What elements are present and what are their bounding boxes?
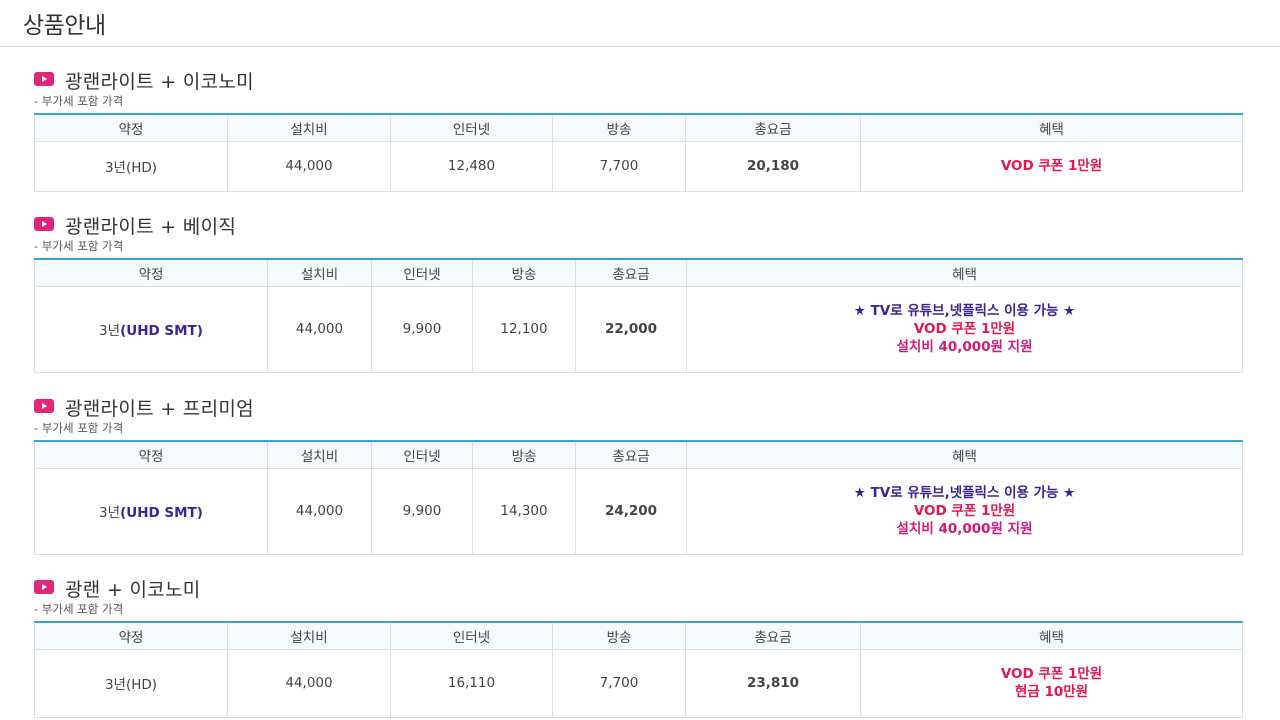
table-row: 3년(UHD SMT) 44,000 9,900 14,300 24,200 ★… bbox=[34, 467, 1243, 555]
header-total: 총요금 bbox=[685, 621, 861, 650]
section-title: 광랜 + 이코노미 bbox=[65, 579, 201, 601]
header-internet: 인터넷 bbox=[390, 113, 553, 142]
header-benefit: 혜택 bbox=[860, 113, 1243, 142]
contract-term: 3년 bbox=[99, 505, 121, 521]
cell-contract: 3년(UHD SMT) bbox=[34, 467, 268, 555]
section-heading: 광랜라이트 + 이코노미 bbox=[34, 68, 1242, 93]
cell-broadcast: 7,700 bbox=[552, 648, 686, 718]
cell-benefit: VOD 쿠폰 1만원 bbox=[860, 140, 1243, 192]
contract-plan: (UHD SMT) bbox=[120, 505, 203, 521]
header-contract: 약정 bbox=[34, 113, 228, 142]
section-title: 광랜라이트 + 이코노미 bbox=[65, 71, 254, 93]
section-title: 광랜라이트 + 베이직 bbox=[65, 216, 237, 238]
cell-contract: 3년(UHD SMT) bbox=[34, 285, 268, 373]
table-header-row: 약정 설치비 인터넷 방송 총요금 혜택 bbox=[34, 113, 1243, 142]
contract-plan: (UHD SMT) bbox=[120, 323, 203, 339]
header-broadcast: 방송 bbox=[472, 258, 576, 287]
table-row: 3년(HD) 44,000 12,480 7,700 20,180 VOD 쿠폰… bbox=[34, 140, 1243, 192]
play-icon bbox=[34, 580, 54, 594]
price-table: 약정 설치비 인터넷 방송 총요금 혜택 3년(UHD SMT) 44,000 … bbox=[34, 440, 1243, 555]
product-section-2: 광랜라이트 + 베이직 - 부가세 포함 가격 약정 설치비 인터넷 방송 총요… bbox=[34, 213, 1243, 373]
cell-internet: 9,900 bbox=[371, 285, 473, 373]
header-benefit: 혜택 bbox=[686, 440, 1243, 469]
header-install: 설치비 bbox=[267, 258, 372, 287]
header-broadcast: 방송 bbox=[472, 440, 576, 469]
section-heading: 광랜라이트 + 베이직 bbox=[34, 213, 1242, 238]
cell-install: 44,000 bbox=[267, 285, 372, 373]
cell-internet: 12,480 bbox=[390, 140, 553, 192]
table-row: 3년(HD) 44,000 16,110 7,700 23,810 VOD 쿠폰… bbox=[34, 648, 1243, 718]
contract-term: 3년 bbox=[104, 677, 126, 693]
cell-benefit: VOD 쿠폰 1만원 현금 10만원 bbox=[860, 648, 1243, 718]
page-title: 상품안내 bbox=[23, 13, 106, 39]
cell-total: 22,000 bbox=[575, 285, 687, 373]
benefit-line: 설치비 40,000원 지원 bbox=[896, 521, 1033, 537]
benefit-line: ★ TV로 유튜브,넷플릭스 이용 가능 ★ bbox=[853, 485, 1076, 501]
contract-term: 3년 bbox=[99, 323, 121, 339]
benefit-line: VOD 쿠폰 1만원 bbox=[1000, 158, 1103, 174]
cell-internet: 16,110 bbox=[390, 648, 553, 718]
benefit-line: VOD 쿠폰 1만원 bbox=[913, 503, 1016, 519]
product-section-3: 광랜라이트 + 프리미엄 - 부가세 포함 가격 약정 설치비 인터넷 방송 총… bbox=[34, 395, 1243, 555]
contract-plan: (HD) bbox=[125, 160, 158, 176]
header-total: 총요금 bbox=[685, 113, 861, 142]
price-table: 약정 설치비 인터넷 방송 총요금 혜택 3년(HD) 44,000 16,11… bbox=[34, 621, 1243, 718]
header-total: 총요금 bbox=[575, 258, 687, 287]
cell-total: 23,810 bbox=[685, 648, 861, 718]
header-contract: 약정 bbox=[34, 621, 228, 650]
benefit-line: 현금 10만원 bbox=[1014, 684, 1089, 700]
table-row: 3년(UHD SMT) 44,000 9,900 12,100 22,000 ★… bbox=[34, 285, 1243, 373]
table-header-row: 약정 설치비 인터넷 방송 총요금 혜택 bbox=[34, 258, 1243, 287]
play-icon bbox=[34, 399, 54, 413]
vat-note: - 부가세 포함 가격 bbox=[34, 602, 124, 616]
section-heading: 광랜라이트 + 프리미엄 bbox=[34, 395, 1242, 420]
cell-broadcast: 12,100 bbox=[472, 285, 576, 373]
price-table: 약정 설치비 인터넷 방송 총요금 혜택 3년(HD) 44,000 12,48… bbox=[34, 113, 1243, 192]
cell-benefit: ★ TV로 유튜브,넷플릭스 이용 가능 ★ VOD 쿠폰 1만원 설치비 40… bbox=[686, 467, 1243, 555]
cell-total: 24,200 bbox=[575, 467, 687, 555]
table-header-row: 약정 설치비 인터넷 방송 총요금 혜택 bbox=[34, 621, 1243, 650]
benefit-line: ★ TV로 유튜브,넷플릭스 이용 가능 ★ bbox=[853, 303, 1076, 319]
header-broadcast: 방송 bbox=[552, 621, 686, 650]
cell-total: 20,180 bbox=[685, 140, 861, 192]
header-internet: 인터넷 bbox=[390, 621, 553, 650]
header-benefit: 혜택 bbox=[686, 258, 1243, 287]
table-header-row: 약정 설치비 인터넷 방송 총요금 혜택 bbox=[34, 440, 1243, 469]
contract-term: 3년 bbox=[104, 160, 126, 176]
play-icon bbox=[34, 217, 54, 231]
vat-note: - 부가세 포함 가격 bbox=[34, 239, 124, 253]
section-title: 광랜라이트 + 프리미엄 bbox=[65, 398, 254, 420]
cell-contract: 3년(HD) bbox=[34, 140, 228, 192]
benefit-line: 설치비 40,000원 지원 bbox=[896, 339, 1033, 355]
header-install: 설치비 bbox=[227, 113, 391, 142]
cell-broadcast: 7,700 bbox=[552, 140, 686, 192]
section-heading: 광랜 + 이코노미 bbox=[34, 576, 1242, 601]
header-internet: 인터넷 bbox=[371, 258, 473, 287]
cell-broadcast: 14,300 bbox=[472, 467, 576, 555]
cell-install: 44,000 bbox=[267, 467, 372, 555]
header-install: 설치비 bbox=[267, 440, 372, 469]
vat-note: - 부가세 포함 가격 bbox=[34, 94, 124, 108]
benefit-line: VOD 쿠폰 1만원 bbox=[913, 321, 1016, 337]
page-header: 상품안내 bbox=[0, 0, 1280, 47]
product-section-1: 광랜라이트 + 이코노미 - 부가세 포함 가격 약정 설치비 인터넷 방송 총… bbox=[34, 68, 1243, 192]
cell-benefit: ★ TV로 유튜브,넷플릭스 이용 가능 ★ VOD 쿠폰 1만원 설치비 40… bbox=[686, 285, 1243, 373]
product-section-4: 광랜 + 이코노미 - 부가세 포함 가격 약정 설치비 인터넷 방송 총요금 … bbox=[34, 576, 1243, 718]
header-benefit: 혜택 bbox=[860, 621, 1243, 650]
vat-note: - 부가세 포함 가격 bbox=[34, 421, 124, 435]
header-contract: 약정 bbox=[34, 258, 268, 287]
header-internet: 인터넷 bbox=[371, 440, 473, 469]
cell-install: 44,000 bbox=[227, 648, 391, 718]
contract-plan: (HD) bbox=[125, 677, 158, 693]
cell-internet: 9,900 bbox=[371, 467, 473, 555]
cell-contract: 3년(HD) bbox=[34, 648, 228, 718]
header-install: 설치비 bbox=[227, 621, 391, 650]
header-contract: 약정 bbox=[34, 440, 268, 469]
price-table: 약정 설치비 인터넷 방송 총요금 혜택 3년(UHD SMT) 44,000 … bbox=[34, 258, 1243, 373]
cell-install: 44,000 bbox=[227, 140, 391, 192]
benefit-line: VOD 쿠폰 1만원 bbox=[1000, 666, 1103, 682]
play-icon bbox=[34, 72, 54, 86]
header-broadcast: 방송 bbox=[552, 113, 686, 142]
header-total: 총요금 bbox=[575, 440, 687, 469]
